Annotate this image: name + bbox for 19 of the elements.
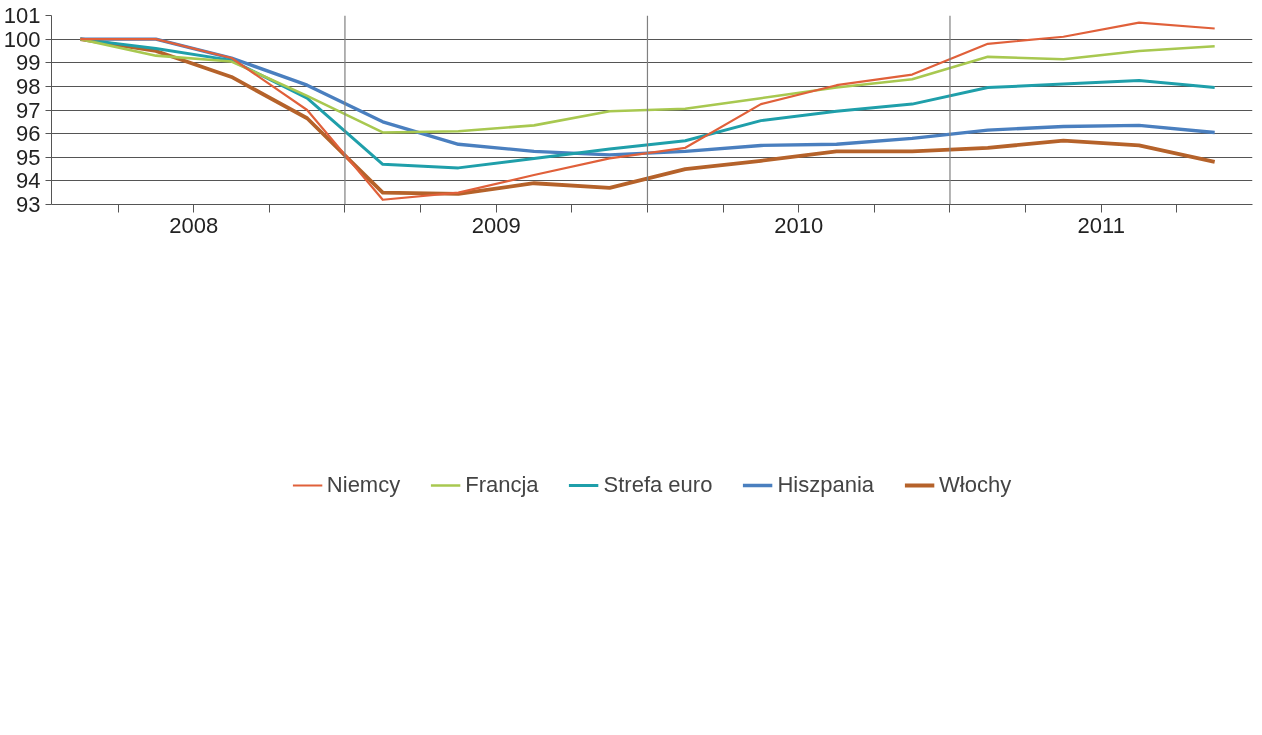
y-tick-label: 95 [16,144,41,170]
y-tick-label: 100 [3,26,41,52]
x-tick-label: 2010 [774,212,824,238]
legend-label: Francja [465,472,539,498]
x-tick-label: 2011 [1077,212,1125,238]
y-tick-label: 101 [3,3,41,28]
y-tick-label: 93 [16,192,41,217]
x-tick-label: 2009 [471,212,521,238]
y-tick-label: 99 [16,50,41,76]
x-tick-label: 2008 [169,212,219,238]
legend-label: Hiszpania [777,472,875,498]
y-tick-label: 94 [16,168,41,194]
y-tick-label: 96 [16,121,41,147]
line-series [78,37,1216,134]
y-tick-label: 98 [16,73,41,99]
legend-label: Strefa euro [603,472,713,498]
y-tick-label: 97 [16,97,41,123]
legend-label: Niemcy [326,472,401,498]
legend-label: Włochy [939,472,1012,498]
